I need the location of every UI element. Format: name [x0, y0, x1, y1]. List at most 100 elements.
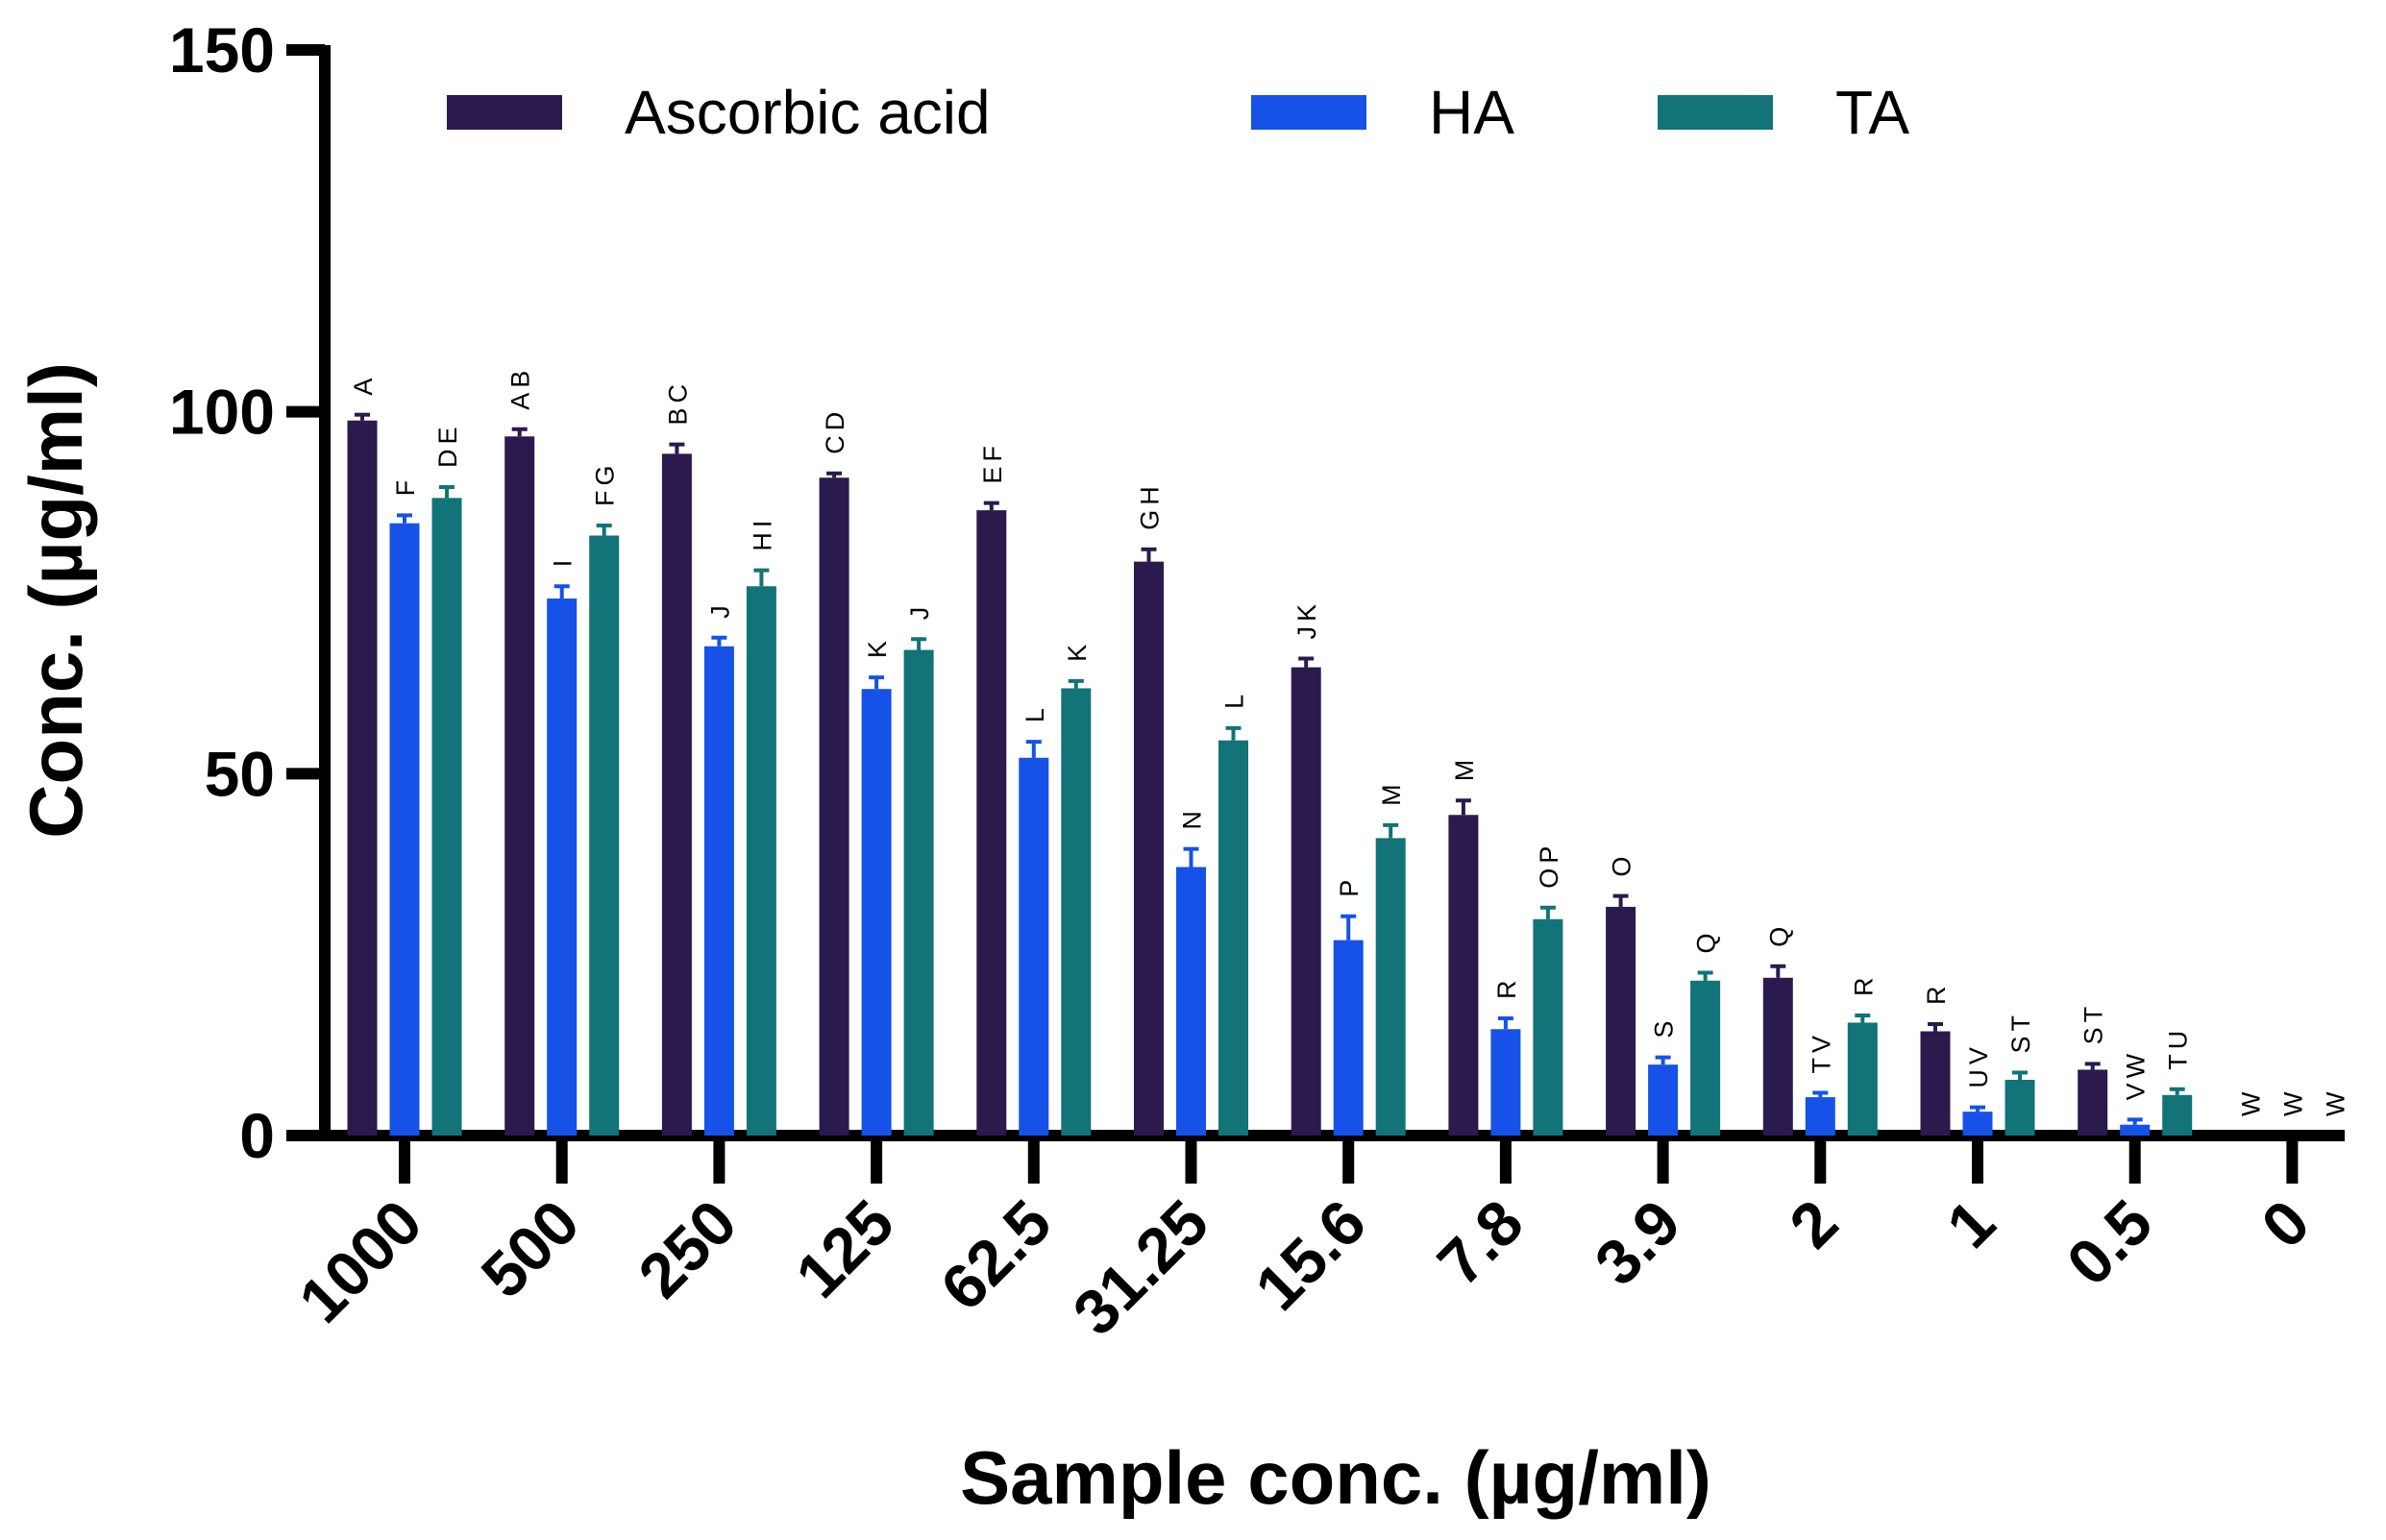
significance-label: L: [1220, 690, 1249, 709]
significance-label: CD: [821, 407, 849, 454]
x-tick-label: 62.5: [927, 1186, 1065, 1324]
bar: [1061, 688, 1092, 1136]
bar: [1176, 867, 1206, 1136]
bar: [1690, 980, 1721, 1136]
bar: [389, 523, 420, 1136]
y-tick-label: 150: [169, 14, 275, 86]
significance-label: UV: [1964, 1042, 1993, 1088]
significance-label: O: [1608, 852, 1636, 877]
legend: Ascorbic acid HA TA: [447, 78, 1909, 147]
bar: [661, 453, 692, 1136]
x-tick-label: 0.5: [2053, 1186, 2165, 1299]
significance-label: W: [2278, 1088, 2307, 1116]
bar: [2162, 1094, 2193, 1136]
significance-label: I: [549, 555, 578, 568]
x-tick-label: 500: [467, 1186, 592, 1311]
bar: [547, 599, 578, 1136]
significance-label: ST: [2079, 1002, 2108, 1045]
bar: [1333, 940, 1364, 1136]
legend-swatch: [447, 95, 562, 130]
bar: [1448, 815, 1479, 1136]
significance-label: P: [1335, 875, 1364, 897]
significance-label: JK: [1292, 599, 1321, 640]
bar: [2005, 1079, 2035, 1136]
legend-swatch: [1658, 95, 1773, 130]
bar: [861, 689, 892, 1136]
x-tick-label: 3.9: [1581, 1186, 1693, 1299]
bar: [746, 586, 776, 1136]
x-tick-label: 125: [782, 1186, 907, 1311]
bar: [2078, 1069, 2108, 1136]
significance-label: R: [1922, 981, 1951, 1005]
y-tick-label: 100: [169, 377, 275, 448]
y-tick-label: 0: [239, 1100, 275, 1171]
bar: [1847, 1022, 1878, 1136]
legend-label: HA: [1429, 78, 1514, 147]
y-tick-label: 50: [205, 738, 275, 809]
y-tick-labels: 0 50 100 150: [169, 14, 275, 1171]
bar: [1805, 1097, 1835, 1136]
significance-label: M: [1450, 755, 1479, 782]
bar: [903, 649, 934, 1136]
significance-label: FG: [591, 460, 620, 506]
significance-label: AB: [506, 366, 535, 410]
x-tick-label: 7.8: [1424, 1186, 1537, 1299]
bar: [1533, 918, 1563, 1136]
bar: [703, 646, 734, 1136]
bar: [431, 498, 462, 1136]
significance-label: ST: [2006, 1011, 2035, 1054]
significance-label: BC: [663, 379, 692, 426]
significance-label: Q: [1692, 928, 1721, 953]
significance-label: A: [349, 374, 378, 396]
x-tick-label: 2: [1776, 1186, 1851, 1261]
x-tick-label: 250: [625, 1186, 750, 1311]
bar: [1375, 838, 1406, 1136]
significance-label: J: [905, 602, 934, 621]
significance-label: L: [1021, 703, 1049, 722]
x-tick-label: 0: [2248, 1186, 2323, 1261]
significance-label: OP: [1535, 842, 1563, 889]
significance-label: GH: [1136, 481, 1165, 530]
significance-label: VW: [2122, 1049, 2151, 1101]
bar: [589, 535, 620, 1136]
legend-label: TA: [1835, 78, 1909, 147]
significance-label: M: [1377, 779, 1406, 806]
significance-label: Q: [1764, 922, 1793, 947]
legend-swatch: [1251, 95, 1366, 130]
bar: [1291, 667, 1321, 1136]
x-tick-label: 15.6: [1242, 1186, 1379, 1324]
bar: [1490, 1029, 1521, 1136]
bar: [1648, 1064, 1679, 1136]
significance-label: F: [391, 476, 420, 497]
bar: [1019, 757, 1049, 1136]
x-tick-label: 1: [1933, 1186, 2008, 1261]
significance-label: J: [705, 600, 734, 619]
significance-label: HI: [748, 516, 776, 551]
significance-label: R: [1492, 975, 1521, 999]
significance-label: EF: [978, 441, 1007, 484]
significance-label: K: [863, 636, 892, 658]
x-tick-label: 31.25: [1059, 1186, 1221, 1349]
bars: [347, 420, 2193, 1137]
bar: [819, 477, 849, 1137]
bar: [1920, 1031, 1951, 1136]
significance-label: TU: [2164, 1026, 2193, 1070]
significance-label: K: [1063, 640, 1092, 662]
bar: [1134, 561, 1164, 1136]
y-axis-title: Conc. (µg/ml): [13, 362, 98, 839]
bar: [2120, 1124, 2151, 1136]
x-tick-label: 1000: [285, 1186, 435, 1336]
x-axis-title: Sample conc. (µg/ml): [960, 1435, 1711, 1520]
significance-label: N: [1178, 806, 1207, 830]
significance-label: R: [1849, 972, 1878, 996]
significance-label: DE: [433, 422, 462, 468]
bar: [976, 510, 1007, 1136]
legend-label: Ascorbic acid: [625, 78, 991, 147]
significance-label: W: [2321, 1088, 2349, 1116]
significance-label: W: [2236, 1088, 2265, 1116]
bar: [1762, 977, 1793, 1136]
bar: [1962, 1112, 1993, 1136]
